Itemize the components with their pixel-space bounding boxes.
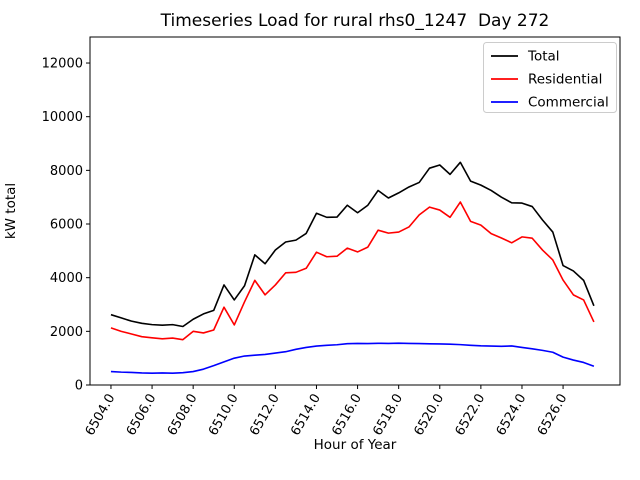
legend-box: [483, 42, 617, 113]
total-line: [110, 161, 595, 328]
x-tick-label: 6522.0: [453, 392, 489, 439]
legend-label-commercial: Commercial: [528, 95, 609, 111]
legend-label-residential: Residential: [528, 72, 602, 88]
x-tick-label: 6510.0: [206, 392, 242, 439]
x-tick-label: 6516.0: [329, 392, 365, 439]
x-tick-label: 6504.0: [83, 392, 119, 439]
x-tick-label: 6524.0: [494, 392, 530, 439]
legend: Total Residential Commercial: [483, 42, 617, 113]
y-tick-label: 10000: [42, 110, 83, 125]
axes-spines: [89, 36, 621, 386]
y-tick-label: 8000: [50, 164, 83, 179]
legend-label-total: Total: [527, 49, 560, 65]
x-tick-label: 6512.0: [247, 392, 283, 439]
y-tick-label: 12000: [42, 57, 83, 72]
x-tick-label: 6526.0: [535, 392, 571, 439]
x-tick-label: 6506.0: [124, 392, 160, 439]
y-tick-label: 0: [75, 379, 83, 394]
y-tick-label: 2000: [50, 325, 83, 340]
y-axis-label: kW total: [3, 183, 19, 239]
x-tick-label: 6518.0: [370, 392, 406, 439]
chart-title: Timeseries Load for rural rhs0_1247 Day …: [160, 11, 550, 31]
x-tick-label: 6508.0: [165, 392, 201, 439]
y-tick-label: 6000: [50, 218, 83, 233]
commercial-line: [110, 342, 595, 374]
x-axis-label: Hour of Year: [314, 437, 397, 453]
y-tick-label: 4000: [50, 271, 83, 286]
residential-line: [110, 201, 595, 341]
x-tick-label: 6514.0: [288, 392, 324, 439]
x-tick-label: 6520.0: [411, 392, 447, 439]
